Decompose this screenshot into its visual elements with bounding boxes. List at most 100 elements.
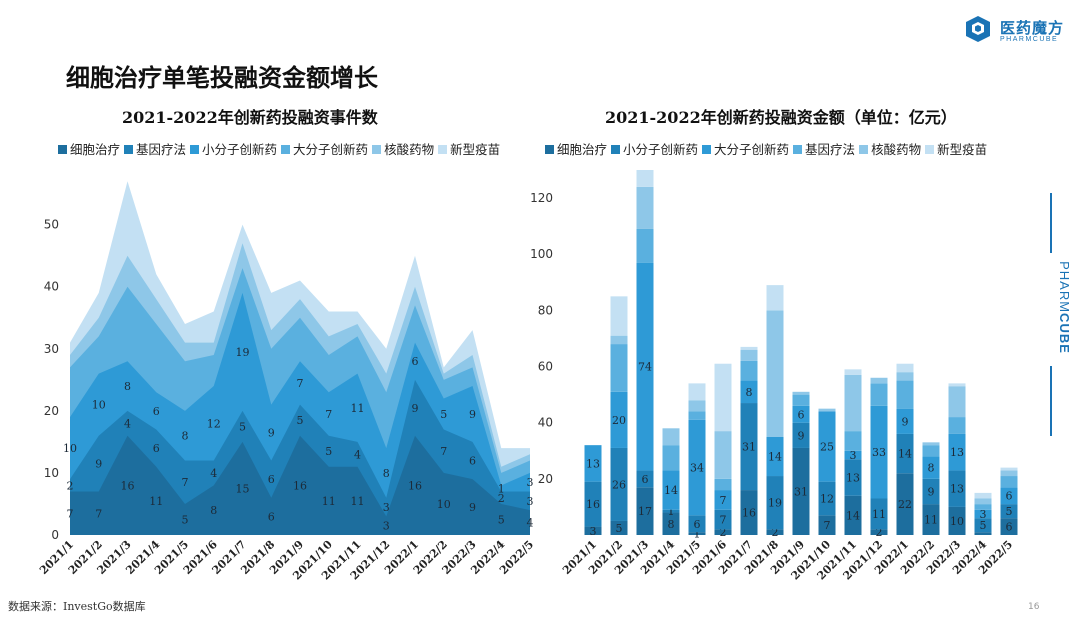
data-label: 8 bbox=[210, 504, 217, 517]
bar-segment bbox=[844, 374, 862, 432]
side-divider-top bbox=[1050, 193, 1052, 253]
bar-segment bbox=[610, 335, 628, 345]
data-label: 9 bbox=[469, 501, 476, 514]
bar-segment bbox=[766, 436, 784, 477]
bar-segment bbox=[792, 405, 810, 423]
bar-segment bbox=[792, 391, 810, 395]
bar-segment bbox=[766, 476, 784, 530]
bar-segment bbox=[636, 186, 654, 229]
data-label: 6 bbox=[1006, 521, 1013, 534]
bar-segment bbox=[870, 383, 888, 406]
bar-segment bbox=[922, 442, 940, 446]
legend-label: 小分子创新药 bbox=[623, 142, 699, 157]
data-label: 3 bbox=[527, 495, 534, 508]
data-label: 12 bbox=[820, 493, 834, 506]
data-label: 8 bbox=[746, 386, 753, 399]
y-tick-label: 30 bbox=[44, 342, 59, 356]
data-label: 14 bbox=[846, 509, 860, 522]
bar-segment bbox=[870, 377, 888, 384]
data-label: 16 bbox=[586, 498, 600, 511]
data-label: 2 bbox=[67, 479, 74, 492]
data-label: 26 bbox=[612, 478, 626, 491]
page-number: 16 bbox=[1028, 602, 1040, 612]
bar-segment bbox=[818, 411, 836, 482]
legend-item: 新型疫苗 bbox=[925, 139, 987, 158]
bar-segment bbox=[948, 433, 966, 471]
brand-name: 医药魔方 bbox=[1000, 19, 1065, 37]
bar-segment bbox=[948, 386, 966, 418]
data-label: 13 bbox=[586, 457, 600, 470]
data-label: 13 bbox=[846, 471, 860, 484]
bar-segment bbox=[766, 285, 784, 311]
bar-segment bbox=[792, 447, 810, 535]
legend-swatch bbox=[793, 145, 803, 154]
bar-segment bbox=[896, 408, 914, 434]
data-source-note: 数据来源：InvestGo数据库 bbox=[8, 600, 146, 613]
data-label: 31 bbox=[742, 441, 756, 454]
data-label: 11 bbox=[872, 508, 886, 521]
bar-segment bbox=[740, 380, 758, 404]
bar-segment bbox=[792, 394, 810, 406]
bar-segment bbox=[948, 417, 966, 434]
bar-segment bbox=[844, 459, 862, 496]
brand-subtitle: PHARMCUBE bbox=[1000, 36, 1059, 43]
data-label: 34 bbox=[690, 462, 704, 475]
chart-2-legend: 细胞治疗 小分子创新药 大分子创新药 基因疗法 核酸药物 新型疫苗 bbox=[545, 139, 991, 158]
bar-segment bbox=[1000, 467, 1018, 471]
bar-segment bbox=[844, 450, 862, 460]
bar-segment bbox=[740, 403, 758, 491]
bar-segment bbox=[870, 529, 888, 535]
bar-segment bbox=[974, 492, 992, 499]
data-label: 7 bbox=[720, 514, 727, 527]
data-label: 4 bbox=[354, 448, 361, 461]
data-label: 31 bbox=[794, 485, 808, 498]
side-divider-bottom bbox=[1050, 366, 1052, 436]
data-label: 8 bbox=[668, 518, 675, 531]
bar-segment bbox=[896, 473, 914, 535]
bar-segment bbox=[974, 509, 992, 519]
bar-segment bbox=[714, 478, 732, 491]
data-label: 9 bbox=[928, 485, 935, 498]
data-label: 16 bbox=[121, 479, 135, 492]
data-label: 5 bbox=[616, 522, 623, 535]
chart-1-title: 2021-2022年创新药投融资事件数 bbox=[122, 108, 378, 127]
data-label: 7 bbox=[440, 445, 447, 458]
bar-segment bbox=[792, 422, 810, 448]
bar-segment bbox=[688, 532, 706, 535]
y-tick-label: 40 bbox=[44, 280, 59, 294]
data-label: 9 bbox=[469, 408, 476, 421]
y-tick-label: 0 bbox=[51, 528, 59, 542]
data-label: 11 bbox=[351, 495, 365, 508]
bar-segment bbox=[610, 520, 628, 535]
legend-item: 细胞治疗 bbox=[58, 139, 120, 158]
bar-segment bbox=[896, 380, 914, 409]
data-label: 5 bbox=[498, 513, 505, 526]
data-label: 3 bbox=[527, 476, 534, 489]
data-label: 6 bbox=[268, 473, 275, 486]
bar-segment bbox=[896, 433, 914, 474]
bar-segment bbox=[818, 408, 836, 412]
y-tick-label: 10 bbox=[44, 466, 59, 480]
data-label: 5 bbox=[325, 445, 332, 458]
legend-item: 小分子创新药 bbox=[611, 139, 698, 158]
bar-segment bbox=[688, 383, 706, 401]
data-label: 17 bbox=[638, 505, 652, 518]
bar-segment bbox=[688, 400, 706, 412]
data-label: 3 bbox=[590, 525, 597, 538]
bar-segment bbox=[636, 470, 654, 488]
bar-segment bbox=[740, 346, 758, 350]
data-label: 25 bbox=[820, 441, 834, 454]
bar-segment bbox=[584, 481, 602, 527]
data-label: 9 bbox=[412, 402, 419, 415]
data-label: 7 bbox=[297, 377, 304, 390]
data-label: 6 bbox=[469, 455, 476, 468]
bar-segment bbox=[1000, 470, 1018, 477]
data-label: 14 bbox=[664, 484, 678, 497]
bar-segment bbox=[636, 170, 654, 187]
data-label: 22 bbox=[898, 498, 912, 511]
bar-segment bbox=[662, 470, 680, 510]
data-label: 11 bbox=[351, 402, 365, 415]
legend-item: 大分子创新药 bbox=[281, 139, 368, 158]
data-label: 10 bbox=[63, 442, 77, 455]
